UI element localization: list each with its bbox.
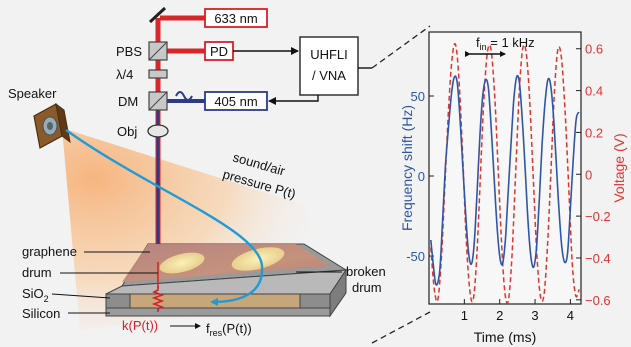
dichroic-label: DM [118, 94, 138, 109]
y-axis-label-left: Frequency shift (Hz) [399, 105, 415, 231]
y-tick-label-right: 0.6 [585, 42, 603, 57]
silicon-label: Silicon [22, 306, 60, 321]
lockin-to-laser-arrow [268, 95, 319, 105]
pbs-label: PBS [116, 44, 142, 59]
x-tick-label: 3 [531, 308, 538, 323]
pressure-arrow [65, 129, 264, 306]
zoom-line-bottom [371, 311, 431, 344]
y-tick-label-left: 0 [418, 169, 425, 184]
broken-drum-label-1: broken [346, 264, 386, 279]
x-tick-label: 1 [461, 308, 468, 323]
lockin-box [299, 36, 359, 96]
modulation-wave-icon [175, 91, 193, 101]
y-tick-label-right: −0.4 [585, 251, 611, 266]
frequency-voltage-chart: -50 0 50 −0.6 −0.4 −0.2 0 0.2 0.4 0.6 1 2 3 4 fin =… [399, 31, 627, 345]
lockin-label-2: / VNA [312, 68, 346, 83]
y-tick-label-right: 0.2 [585, 125, 603, 140]
speaker-label: Speaker [8, 86, 57, 101]
lockin-label-1: UHFLI [310, 47, 348, 62]
graphene-chip [105, 243, 348, 318]
zoom-line-top [371, 25, 431, 69]
broken-drum-label-2: drum [352, 280, 382, 295]
speaker-icon [33, 102, 71, 149]
drum-label: drum [22, 265, 52, 280]
x-tick-label: 4 [567, 308, 574, 323]
laser-405-label: 405 nm [214, 94, 257, 109]
quarter-wave-label: λ/4 [116, 67, 133, 82]
plot-frame [428, 31, 582, 305]
objective-label: Obj [117, 124, 137, 139]
resonance-label: fres(P(t)) [206, 321, 252, 338]
graphene-label: graphene [22, 244, 77, 259]
mirror [148, 6, 167, 24]
laser-633-box [204, 8, 268, 28]
x-tick-label: 2 [496, 308, 503, 323]
y-tick-label-left: 50 [411, 89, 425, 104]
spring-label: k(P(t)) [122, 318, 158, 333]
x-axis-label: Time (ms) [474, 329, 536, 345]
period-annotation: fin = 1 kHz [476, 35, 535, 52]
y-tick-label-right: −0.2 [585, 209, 611, 224]
y-tick-label-right: 0 [585, 167, 592, 182]
y-tick-label-right: −0.6 [585, 293, 611, 308]
laser-405-box [204, 91, 268, 111]
spring-icon [151, 286, 165, 312]
y-tick-label-right: 0.4 [585, 84, 603, 99]
voltage-line [430, 43, 580, 304]
laser-633-label: 633 nm [214, 11, 257, 26]
pd-label: PD [210, 44, 228, 59]
frequency-line [430, 74, 580, 286]
quarter-wave-plate [148, 69, 168, 79]
y-axis-label-right: Voltage (V) [611, 133, 627, 202]
y-tick-label-left: -50 [406, 249, 425, 264]
objective-lens [147, 124, 169, 138]
sio2-label: SiO2 [22, 286, 49, 304]
